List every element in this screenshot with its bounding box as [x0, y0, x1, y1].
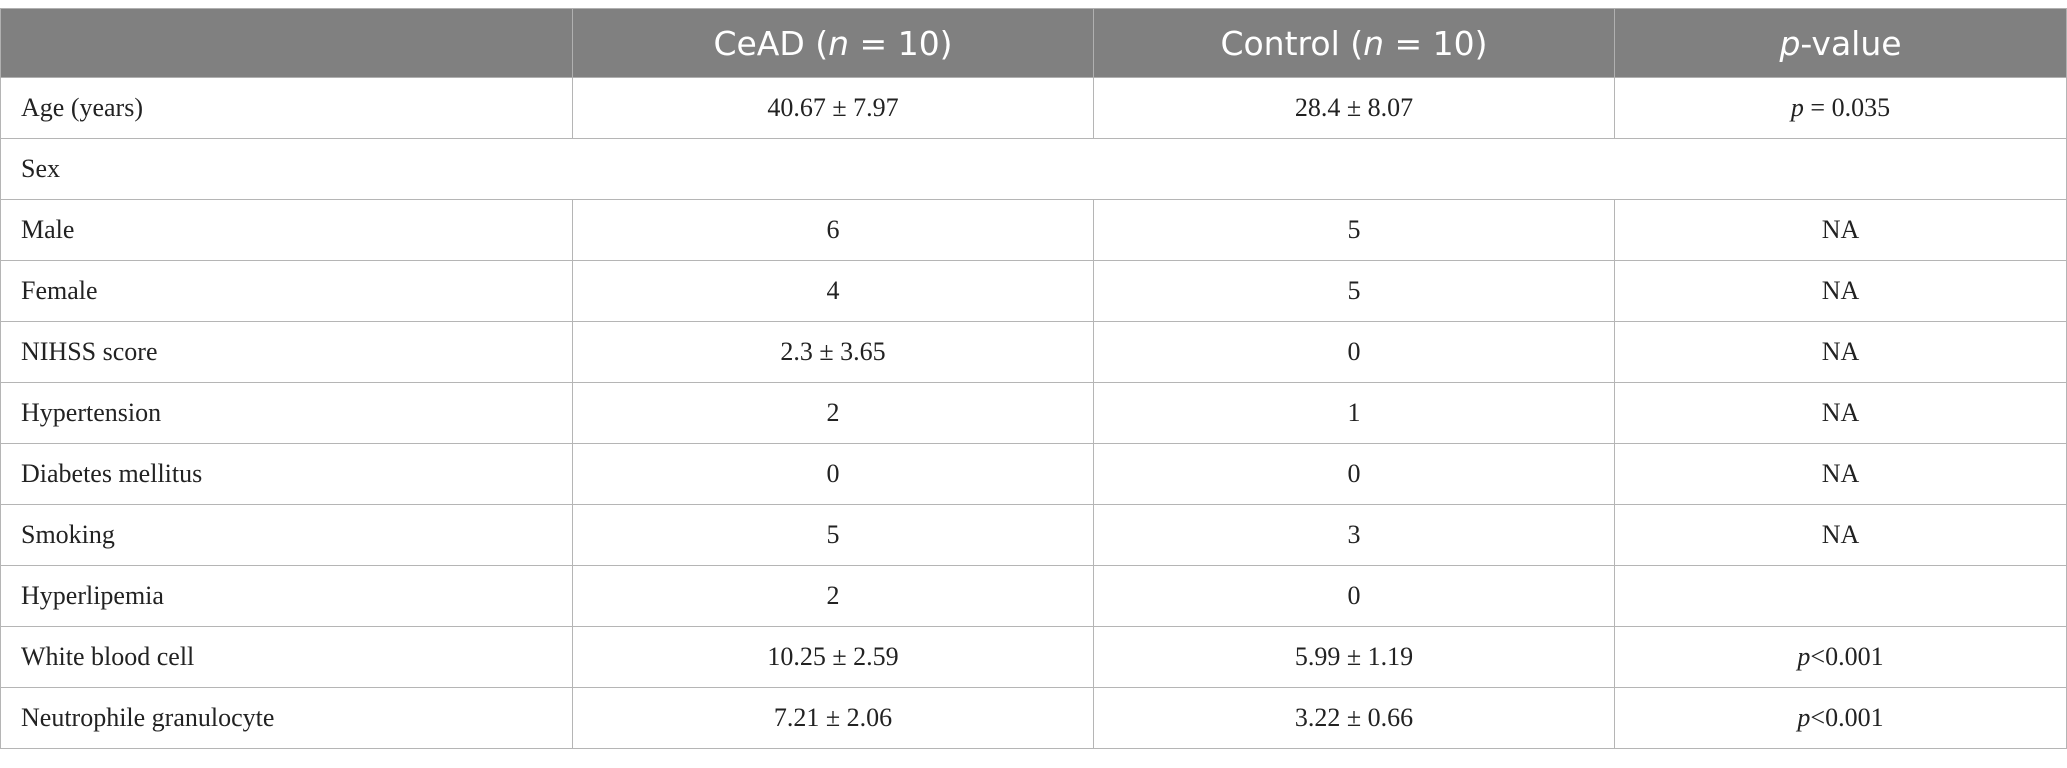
- header-row: CeAD (n = 10) Control (n = 10) p-value: [0, 8, 2067, 78]
- table-row: Age (years) 40.67 ± 7.97 28.4 ± 8.07 p = 0.…: [0, 77, 2067, 139]
- text-run: CeAD (: [713, 23, 829, 63]
- table-cell: p<0.001: [1614, 626, 2067, 688]
- table-row: Neutrophile granulocyte 7.21 ± 2.06 3.22 ±…: [0, 687, 2067, 749]
- table-cell: 0: [572, 443, 1094, 505]
- table-cell: NA: [1614, 199, 2067, 261]
- table-row: Hyperlipemia 2 0: [0, 565, 2067, 627]
- table-cell: 40.67 ± 7.97: [572, 77, 1094, 139]
- table-cell: 0: [1093, 565, 1615, 627]
- text-run: p: [1797, 703, 1811, 732]
- table-cell: 2: [572, 382, 1094, 444]
- text-run: = 10): [1384, 23, 1488, 63]
- table-cell: 7.21 ± 2.06: [572, 687, 1094, 749]
- table-cell: Hypertension: [0, 382, 573, 444]
- text-run: p: [1797, 642, 1811, 671]
- table-cell: Hyperlipemia: [0, 565, 573, 627]
- header-cell: Control (n = 10): [1093, 8, 1615, 78]
- table-cell: Diabetes mellitus: [0, 443, 573, 505]
- table-cell: 6: [572, 199, 1094, 261]
- table-row: Diabetes mellitus 0 0 NA: [0, 443, 2067, 505]
- table-cell: NA: [1614, 504, 2067, 566]
- table-cell: 0: [1093, 321, 1615, 383]
- table-cell: 0: [1093, 443, 1615, 505]
- table-cell: NA: [1614, 443, 2067, 505]
- table-row: Hypertension 2 1 NA: [0, 382, 2067, 444]
- table-cell: p = 0.035: [1614, 77, 2067, 139]
- text-run: <0.001: [1810, 642, 1884, 671]
- table-cell: 28.4 ± 8.07: [1093, 77, 1615, 139]
- table-cell: p<0.001: [1614, 687, 2067, 749]
- table-row: Male 6 5 NA: [0, 199, 2067, 261]
- table-cell: 5.99 ± 1.19: [1093, 626, 1615, 688]
- table-row: NIHSS score 2.3 ± 3.65 0 NA: [0, 321, 2067, 383]
- table-cell: 5: [1093, 199, 1615, 261]
- table-row: White blood cell 10.25 ± 2.59 5.99 ± 1.19 p…: [0, 626, 2067, 688]
- table-cell: 5: [1093, 260, 1615, 322]
- text-run: <0.001: [1810, 703, 1884, 732]
- table-cell: 2.3 ± 3.65: [572, 321, 1094, 383]
- table-cell: 2: [572, 565, 1094, 627]
- table-cell: NA: [1614, 260, 2067, 322]
- table-cell: 5: [572, 504, 1094, 566]
- text-run: Control (: [1220, 23, 1364, 63]
- table-cell: Neutrophile granulocyte: [0, 687, 573, 749]
- table-cell: 3.22 ± 0.66: [1093, 687, 1615, 749]
- header-cell: p-value: [1614, 8, 2067, 78]
- table-cell: NA: [1614, 382, 2067, 444]
- text-run: = 0.035: [1803, 93, 1891, 122]
- header-cell: [0, 8, 573, 78]
- table-cell: 10.25 ± 2.59: [572, 626, 1094, 688]
- table-cell: Male: [0, 199, 573, 261]
- text-run: p: [1779, 23, 1801, 63]
- table-cell: 1: [1093, 382, 1615, 444]
- table-row: Sex: [0, 138, 2067, 200]
- table-cell: NA: [1614, 321, 2067, 383]
- table-cell: Sex: [0, 138, 2067, 200]
- table-cell: NIHSS score: [0, 321, 573, 383]
- text-run: n: [1363, 23, 1385, 63]
- text-run: = 10): [849, 23, 953, 63]
- table-cell: 4: [572, 260, 1094, 322]
- data-table: CeAD (n = 10) Control (n = 10) p-value Age…: [0, 8, 2067, 749]
- text-run: n: [828, 23, 850, 63]
- table-cell: White blood cell: [0, 626, 573, 688]
- table-row: Female 4 5 NA: [0, 260, 2067, 322]
- table-cell: Female: [0, 260, 573, 322]
- table-cell: Age (years): [0, 77, 573, 139]
- table-cell: 3: [1093, 504, 1615, 566]
- text-run: -value: [1800, 23, 1902, 63]
- table-row: Smoking 5 3 NA: [0, 504, 2067, 566]
- table-cell: Smoking: [0, 504, 573, 566]
- header-cell: CeAD (n = 10): [572, 8, 1094, 78]
- empty-cell: [1614, 565, 2067, 627]
- text-run: p: [1790, 93, 1804, 122]
